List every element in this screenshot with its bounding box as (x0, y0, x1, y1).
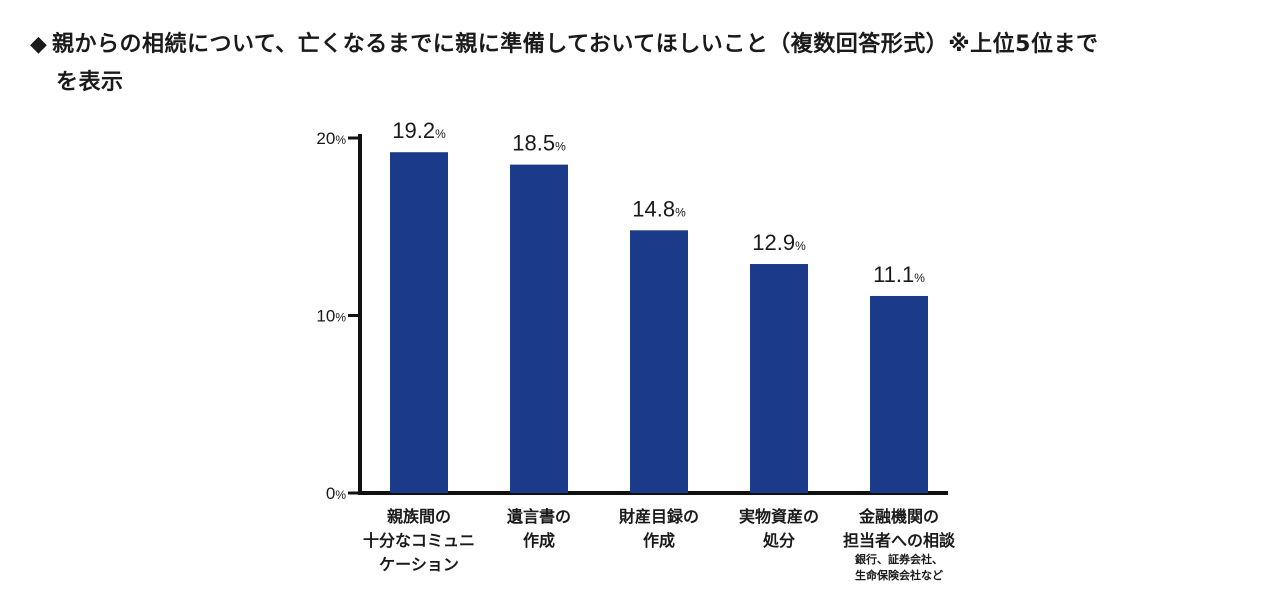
bar-value-label: 14.8% (632, 196, 686, 221)
category-label: ケーション (379, 555, 459, 574)
title-line-1: 親からの相続について、亡くなるまでに親に準備しておいてほしいこと（複数回答形式）… (52, 32, 1099, 57)
category-label: 財産目録の (619, 507, 699, 526)
y-tick-label: 0% (326, 484, 346, 503)
category-label: 金融機関の (858, 507, 939, 526)
category-label: 親族間の (387, 507, 451, 526)
category-label: 担当者への相談 (843, 531, 956, 550)
chart-title: ◆ 親からの相続について、亡くなるまでに親に準備しておいてほしいこと（複数回答形式… (30, 26, 1240, 102)
category-label: 十分なコミュニ (363, 531, 475, 550)
bar (390, 152, 448, 493)
category-note: 生命保険会社など (855, 568, 943, 582)
bar (870, 295, 928, 493)
category-label: 実物資産の (739, 507, 819, 526)
category-label: 処分 (763, 531, 795, 550)
y-tick-label: 10% (316, 307, 346, 326)
diamond-marker-icon: ◆ (30, 32, 48, 57)
bar (630, 230, 688, 494)
bar-value-label: 12.9% (752, 230, 806, 255)
bar-value-label: 19.2% (392, 118, 446, 143)
bar-value-label: 11.1% (873, 262, 925, 287)
title-line-2: を表示 (56, 70, 124, 95)
bar (750, 264, 808, 493)
y-tick-label: 20% (316, 129, 346, 148)
category-label: 遺言書の (507, 507, 571, 526)
bar-value-label: 18.5% (512, 131, 566, 156)
category-label: 作成 (643, 531, 675, 550)
category-note: 銀行、証券会社、 (855, 552, 943, 566)
bar (510, 164, 568, 493)
category-label: 作成 (523, 531, 555, 550)
